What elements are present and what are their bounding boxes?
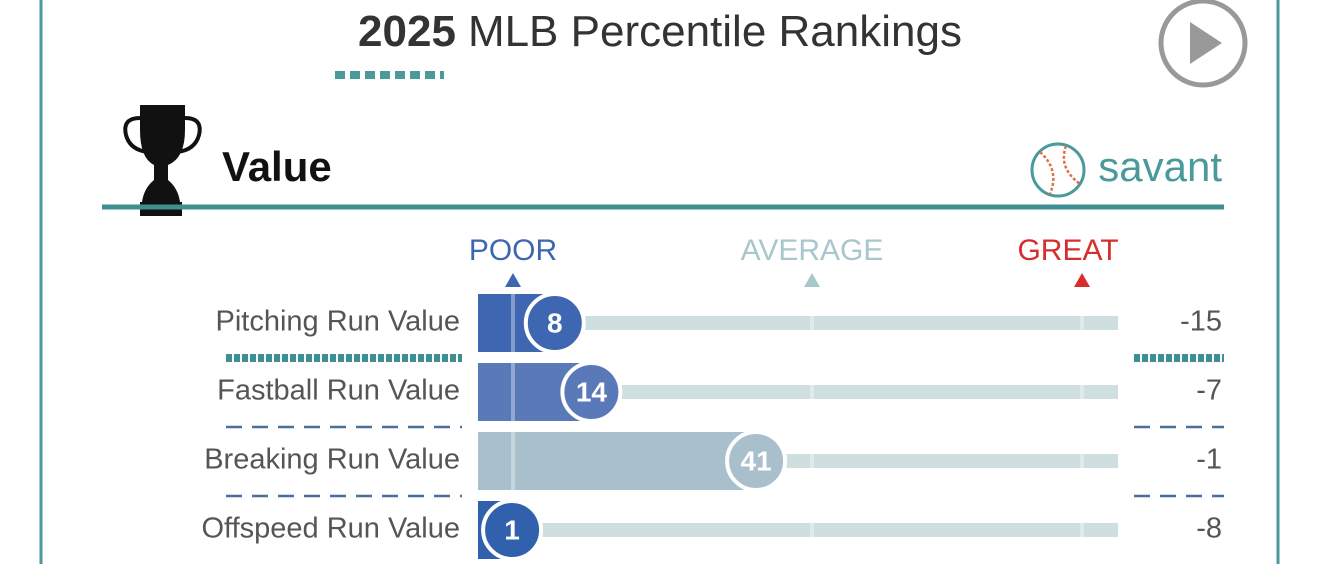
run-value: -7 [1196,375,1222,407]
percentile-bubble [725,430,788,492]
scale-label: AVERAGE [741,234,884,267]
run-value: -1 [1196,444,1222,476]
track [478,316,1118,330]
brand: savant [1098,143,1222,190]
category-label: Pitching Run Value [215,306,460,338]
category-label: Offspeed Run Value [202,513,461,545]
run-value: -15 [1180,306,1222,338]
season: 2025 [358,7,456,56]
scale-marker [505,273,521,287]
category-label: Breaking Run Value [204,444,460,476]
section-title: Value [222,143,332,190]
title: MLB Percentile Rankings [468,7,962,56]
percentile-label: 1 [504,514,520,545]
category-label: Fastball Run Value [217,375,460,407]
percentile-label: 41 [741,445,772,476]
run-value: -8 [1196,513,1222,545]
track [478,523,1118,537]
scale-marker [804,273,820,287]
play-button[interactable] [1158,0,1248,88]
percentile-bubble [481,499,544,561]
savant-logo [1030,142,1086,198]
percentile-label: 14 [576,376,608,407]
scale-marker [1074,273,1090,287]
percentile-bubble [560,361,623,423]
scale-label: POOR [469,234,557,267]
scale-label: GREAT [1017,234,1118,267]
track [478,385,1118,399]
play-circle[interactable] [1158,0,1248,88]
percentile-label: 8 [547,307,563,338]
trophy-icon [123,105,202,216]
page-title: 2025 MLB Percentile Rankings [358,7,962,56]
percentile-bubble [523,292,586,354]
bar [478,432,757,490]
play-icon[interactable] [1190,22,1222,64]
